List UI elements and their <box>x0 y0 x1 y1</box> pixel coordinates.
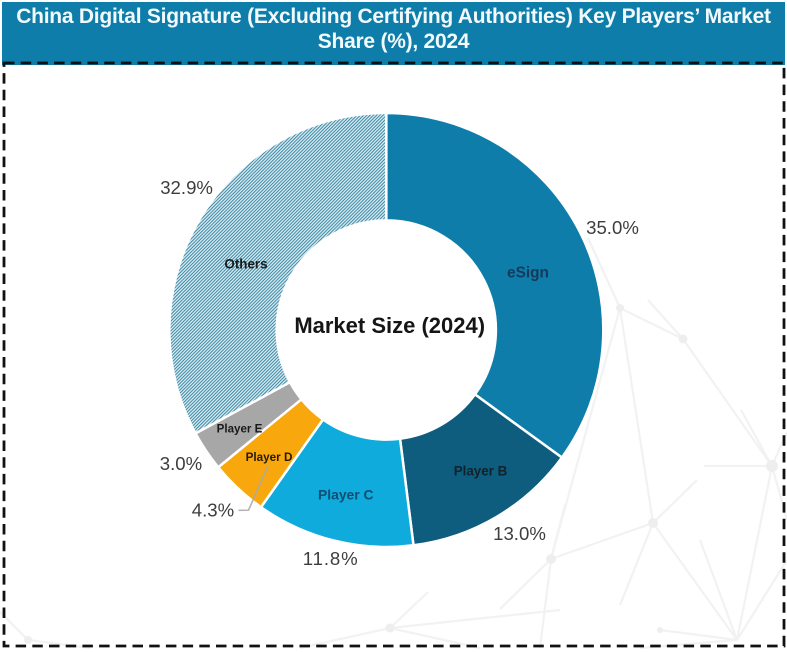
svg-text:Others: Others <box>224 257 267 272</box>
svg-text:3.0%: 3.0% <box>160 453 202 474</box>
svg-text:eSign: eSign <box>507 265 549 282</box>
svg-text:Player B: Player B <box>454 464 508 479</box>
svg-text:Player C: Player C <box>318 487 374 503</box>
svg-text:35.0%: 35.0% <box>586 217 639 238</box>
svg-text:Player D: Player D <box>246 451 293 464</box>
svg-text:4.3%: 4.3% <box>192 500 234 521</box>
svg-text:11.8%: 11.8% <box>303 548 359 569</box>
svg-text:32.9%: 32.9% <box>160 177 213 198</box>
svg-text:Market Size (2024): Market Size (2024) <box>294 313 485 338</box>
svg-text:13.0%: 13.0% <box>493 523 546 544</box>
svg-text:Player E: Player E <box>217 423 263 436</box>
